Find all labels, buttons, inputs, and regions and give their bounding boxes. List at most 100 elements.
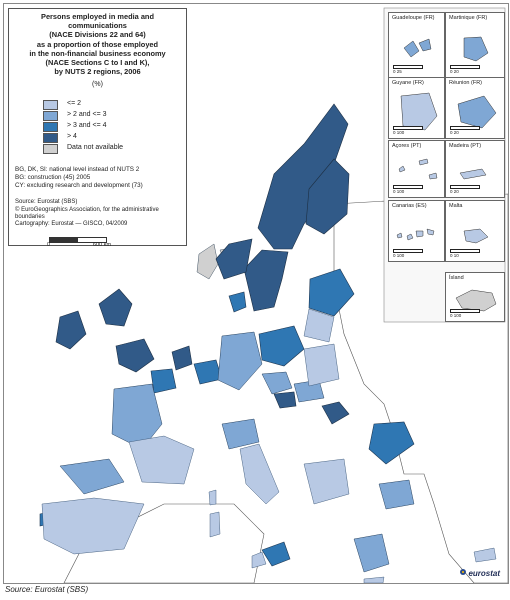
- inset-island: Ísland 0 100: [445, 272, 505, 322]
- legend-classes: <= 2 > 2 and <= 3 > 3 and <= 4 > 4 Data …: [43, 99, 186, 154]
- legend-label-class-3: > 3 and <= 4: [67, 122, 107, 130]
- swatch-class-2: [43, 110, 58, 121]
- inset-label-guyane: Guyane (FR): [392, 80, 424, 86]
- inset-scale-canarias: 0 100: [393, 249, 424, 258]
- inset-guyane: Guyane (FR) 0 100: [388, 77, 445, 139]
- scale-label-distance: 600 km: [93, 242, 112, 248]
- inset-scale-malta: 0 10: [450, 249, 480, 258]
- inset-martinique: Martinique (FR) 0 20: [445, 12, 505, 78]
- inset-label-canarias: Canarias (ES): [392, 203, 427, 209]
- inset-label-guadeloupe: Guadeloupe (FR): [392, 15, 435, 21]
- swatch-class-na: [43, 143, 58, 154]
- swatch-class-4: [43, 132, 58, 143]
- region-greece: [353, 533, 390, 573]
- region-ireland: [55, 310, 87, 350]
- inset-madeira: Madeira (PT) 0 20: [445, 140, 505, 198]
- region-cyprus: [473, 547, 497, 563]
- map-scale-bar: [49, 237, 107, 243]
- region-spain-south: [41, 497, 145, 555]
- swatch-class-1: [43, 99, 58, 110]
- legend-label-na: Data not available: [67, 144, 124, 152]
- legend-notes: BG, DK, SI: national level instead of NU…: [15, 166, 186, 190]
- legend-class-4: > 4: [43, 132, 186, 143]
- inset-label-malta: Malta: [449, 203, 463, 209]
- map-frame: Persons employed in media and communicat…: [3, 3, 509, 584]
- region-hungary: [321, 401, 350, 425]
- region-poland-east: [303, 343, 340, 387]
- region-sardinia: [209, 511, 221, 538]
- region-austria: [273, 391, 297, 409]
- region-sicily: [251, 551, 267, 569]
- inset-scale-guadeloupe: 0 25: [393, 65, 423, 74]
- region-romania: [368, 421, 415, 465]
- inset-label-island: Ísland: [449, 275, 464, 281]
- region-corsica: [208, 489, 217, 506]
- region-france-nord: [150, 368, 177, 394]
- region-spain-north: [59, 458, 125, 495]
- source-line-3: Cartography: Eurostat — GISCO, 04/2009: [15, 221, 128, 228]
- inset-reunion: Réunion (FR) 0 20: [445, 77, 505, 139]
- region-poland: [258, 325, 305, 367]
- region-denmark: [228, 291, 247, 313]
- legend-label-class-4: > 4: [67, 133, 77, 141]
- inset-map-martinique: [463, 36, 489, 62]
- inset-label-martinique: Martinique (FR): [449, 15, 488, 21]
- inset-map-malta: [463, 228, 489, 244]
- inset-guadeloupe: Guadeloupe (FR) 0 25: [388, 12, 445, 78]
- region-france-south: [128, 435, 195, 485]
- region-germany-west: [193, 359, 223, 385]
- inset-map-madeira: [459, 168, 487, 180]
- region-germany-east: [217, 331, 263, 391]
- region-france-west: [111, 383, 163, 450]
- region-balkans: [303, 458, 350, 505]
- legend-title: Persons employed in media and communicat…: [29, 12, 166, 77]
- inset-malta: Malta 0 10: [445, 200, 505, 262]
- inset-canarias: Canarias (ES) 0 100: [388, 200, 445, 262]
- legend-class-3: > 3 and <= 4: [43, 121, 186, 132]
- note-2: BG: construction (45) 2005: [15, 174, 91, 182]
- legend-class-na: Data not available: [43, 143, 186, 154]
- legend-unit: (%): [92, 81, 103, 89]
- region-italy-north: [221, 418, 260, 450]
- region-baltic-east: [308, 268, 355, 317]
- inset-label-madeira: Madeira (PT): [449, 143, 482, 149]
- swatch-class-3: [43, 121, 58, 132]
- inset-map-acores: [398, 158, 438, 180]
- legend-label-class-2: > 2 and <= 3: [67, 111, 107, 119]
- inset-acores: Açores (PT) 0 100: [388, 140, 445, 198]
- region-norway: [215, 238, 253, 280]
- inset-map-reunion: [457, 95, 497, 129]
- inset-scale-reunion: 0 20: [450, 126, 480, 135]
- source-caption: Source: Eurostat (SBS): [5, 585, 89, 594]
- legend-class-1: <= 2: [43, 99, 186, 110]
- region-italy-south: [261, 541, 291, 567]
- legend-box: Persons employed in media and communicat…: [8, 8, 187, 248]
- inset-map-canarias: [396, 228, 435, 241]
- inset-scale-acores: 0 100: [393, 185, 424, 194]
- inset-label-reunion: Réunion (FR): [449, 80, 483, 86]
- note-1: BG, DK, SI: national level instead of NU…: [15, 166, 140, 174]
- inset-scale-madeira: 0 20: [450, 185, 480, 194]
- region-italy-central: [239, 443, 280, 505]
- region-crete: [363, 576, 385, 583]
- legend-class-2: > 2 and <= 3: [43, 110, 186, 121]
- region-uk-north: [98, 288, 133, 327]
- region-finland: [305, 158, 350, 235]
- inset-scale-martinique: 0 20: [450, 65, 480, 74]
- source-line-1: Source: Eurostat (SBS): [15, 199, 78, 206]
- inset-label-acores: Açores (PT): [392, 143, 422, 149]
- region-czech: [261, 371, 293, 395]
- inset-map-island: [455, 289, 497, 312]
- inset-scale-guyane: 0 100: [393, 126, 424, 135]
- region-baltic-south: [303, 308, 335, 343]
- note-3: CY: excluding research and development (…: [15, 182, 143, 190]
- source-line-2: © EuroGeographics Association, for the a…: [15, 206, 159, 220]
- region-sweden-south: [243, 249, 289, 312]
- legend-label-class-1: <= 2: [67, 100, 82, 108]
- region-benelux: [171, 345, 193, 371]
- inset-map-guadeloupe: [403, 38, 432, 58]
- region-norway-na: [196, 243, 219, 280]
- region-bulgaria: [378, 479, 415, 510]
- region-uk-south: [115, 338, 155, 373]
- eurostat-logo: eurostat: [460, 569, 500, 578]
